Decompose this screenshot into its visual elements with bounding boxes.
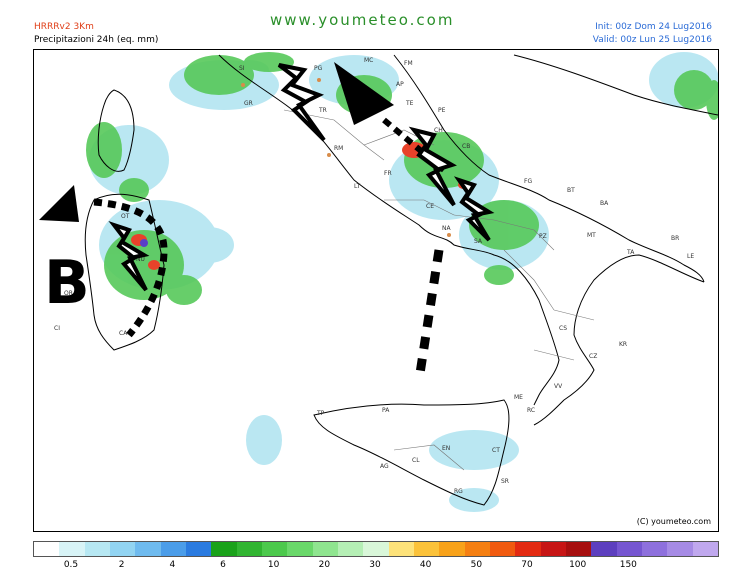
legend-swatch: [540, 542, 566, 556]
svg-text:TP: TP: [316, 410, 325, 417]
legend-swatch: [135, 542, 161, 556]
svg-text:NU: NU: [136, 256, 145, 263]
svg-text:FR: FR: [384, 170, 392, 177]
svg-text:CL: CL: [412, 457, 420, 464]
color-legend: [33, 541, 719, 557]
legend-label: 6: [220, 560, 226, 570]
map-canvas: SI PG MC FM AP GR TE PE TR RM CH FR LT C…: [39, 52, 718, 512]
legend-swatch: [236, 542, 262, 556]
svg-text:CB: CB: [462, 143, 470, 150]
svg-text:LE: LE: [687, 253, 694, 260]
svg-text:MC: MC: [364, 57, 373, 64]
svg-text:TA: TA: [626, 249, 635, 256]
legend-swatch: [388, 542, 414, 556]
variable-label: Precipitazioni 24h (eq. mm): [34, 35, 159, 45]
legend-swatch: [287, 542, 313, 556]
legend-swatch: [489, 542, 516, 556]
legend-swatch: [464, 542, 490, 556]
valid-time: Valid: 00z Lun 25 Lug2016: [592, 35, 712, 45]
legend-swatch: [667, 542, 693, 556]
legend-swatch: [160, 542, 186, 556]
legend-swatch: [34, 542, 60, 556]
legend-label: 70: [521, 560, 533, 570]
svg-text:TR: TR: [318, 107, 327, 114]
legend-swatch: [565, 542, 592, 556]
svg-text:CH: CH: [434, 127, 443, 134]
model-label: HRRRv2 3Km: [34, 22, 94, 32]
precipitation-map: SI PG MC FM AP GR TE PE TR RM CH FR LT C…: [33, 49, 719, 532]
legend-label: 40: [419, 560, 432, 570]
svg-text:VV: VV: [554, 383, 563, 390]
legend-swatch: [312, 542, 338, 556]
svg-text:BA: BA: [600, 200, 609, 207]
annotations: B: [39, 62, 495, 381]
legend-swatch: [337, 542, 364, 556]
svg-text:NA: NA: [442, 225, 451, 232]
legend-label: 100: [569, 560, 587, 570]
svg-text:RM: RM: [334, 145, 343, 152]
legend-swatch: [641, 542, 668, 556]
svg-text:OT: OT: [121, 213, 130, 220]
legend-swatch: [439, 542, 465, 556]
legend-swatch: [261, 542, 288, 556]
legend-label: 20: [318, 560, 331, 570]
svg-text:BR: BR: [671, 235, 679, 242]
svg-text:CA: CA: [119, 330, 128, 337]
svg-text:EN: EN: [442, 445, 450, 452]
svg-text:FM: FM: [404, 60, 413, 67]
svg-text:CE: CE: [426, 203, 434, 210]
svg-text:CI: CI: [54, 325, 60, 332]
legend-label: 50: [470, 560, 483, 570]
legend-labels: 0.5 2 4 6 10 20 30 40 50 70 100 150: [33, 560, 717, 574]
big-b-label: B: [44, 248, 90, 318]
svg-text:CZ: CZ: [589, 353, 597, 360]
svg-text:FG: FG: [524, 178, 532, 185]
svg-text:SA: SA: [474, 238, 483, 245]
svg-text:CT: CT: [492, 447, 500, 454]
site-title[interactable]: www.youmeteo.com: [270, 11, 455, 29]
legend-label: 150: [619, 560, 637, 570]
city-si: SI: [239, 65, 245, 72]
svg-text:RG: RG: [454, 488, 463, 495]
svg-text:ME: ME: [514, 394, 523, 401]
svg-text:OR: OR: [64, 290, 73, 297]
svg-text:BT: BT: [567, 187, 575, 194]
legend-swatch: [515, 542, 541, 556]
copyright-text: (C) youmeteo.com: [636, 517, 711, 526]
legend-swatch: [413, 542, 440, 556]
legend-swatch: [616, 542, 642, 556]
svg-text:MT: MT: [587, 232, 596, 239]
svg-text:SR: SR: [501, 478, 509, 485]
svg-text:PA: PA: [382, 407, 390, 414]
extreme-precip-layer: [140, 239, 148, 247]
legend-swatch: [692, 542, 718, 556]
svg-text:KR: KR: [619, 341, 627, 348]
svg-text:RC: RC: [527, 407, 535, 414]
svg-text:AP: AP: [396, 81, 404, 88]
svg-text:PG: PG: [314, 65, 323, 72]
legend-swatch: [59, 542, 85, 556]
svg-text:CS: CS: [559, 325, 567, 332]
legend-label: 10: [267, 560, 280, 570]
legend-swatch: [185, 542, 212, 556]
legend-swatch: [84, 542, 110, 556]
svg-text:LT: LT: [354, 183, 361, 190]
legend-swatch: [591, 542, 617, 556]
city-labels: SI PG MC FM AP GR TE PE TR RM CH FR LT C…: [54, 57, 694, 495]
svg-text:TE: TE: [405, 100, 414, 107]
init-time: Init: 00z Dom 24 Lug2016: [595, 22, 712, 32]
svg-text:GR: GR: [244, 100, 253, 107]
svg-text:PZ: PZ: [539, 233, 547, 240]
svg-text:PE: PE: [438, 107, 446, 114]
legend-label: 0.5: [63, 560, 79, 570]
legend-swatch: [109, 542, 136, 556]
svg-text:AG: AG: [380, 463, 389, 470]
legend-swatch: [363, 542, 389, 556]
legend-label: 4: [169, 560, 176, 570]
legend-label: 30: [369, 560, 381, 570]
legend-swatch: [211, 542, 237, 556]
legend-label: 2: [118, 560, 125, 570]
